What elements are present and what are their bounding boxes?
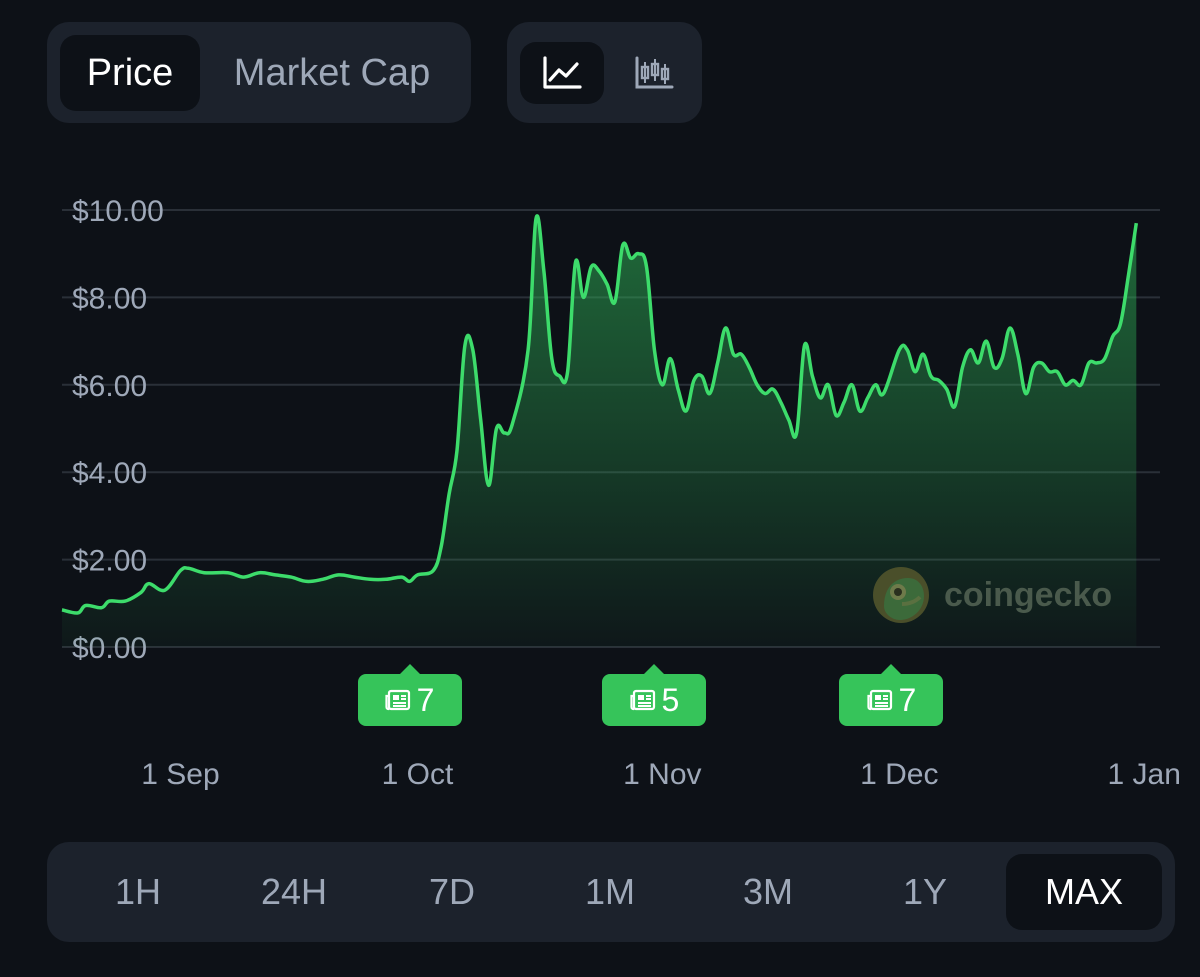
x-tick-label: 1 Sep [141,758,219,791]
range-1m-button[interactable]: 1M [584,871,635,912]
range-1y-button[interactable]: 1Y [902,871,948,912]
coingecko-logo-icon [873,567,929,623]
range-7d-button[interactable]: 7D [428,871,476,912]
y-tick-label: $6.00 [72,370,147,403]
watermark-text: coingecko [944,575,1113,614]
x-tick-label: 1 Nov [623,758,701,791]
candlestick-chart-button[interactable] [612,42,696,104]
range-3m-button[interactable]: 3M [742,871,793,912]
market-cap-tab[interactable]: Market Cap [233,51,431,94]
price-chart[interactable]: $10.00 $8.00 $6.00 $4.00 $2.00 $0.00 1 Sep 1 O… [0,150,1200,830]
newspaper-icon [385,689,410,711]
news-count: 5 [661,681,680,718]
newspaper-icon [629,689,655,711]
news-count: 7 [898,681,917,718]
newspaper-icon [866,689,892,711]
price-tab[interactable]: Price [60,35,200,111]
news-badge[interactable]: 7 [839,664,944,726]
news-count: 7 [416,681,435,718]
range-max-button[interactable]: MAX [1006,854,1162,930]
x-tick-label: 1 Jan [1108,758,1181,791]
range-1h-button[interactable]: 1H [114,871,162,912]
y-tick-label: $8.00 [72,282,147,315]
chart-type-toggle [507,22,702,123]
time-range-selector: 1H 24H 7D 1M 3M 1Y MAX [47,842,1175,942]
news-badge[interactable]: 5 [602,664,707,726]
y-tick-label: $4.00 [72,457,147,490]
price-chart-svg[interactable]: $10.00$8.00$6.00$4.00$2.00$0.00 1 Sep 1 O… [0,150,1200,830]
line-chart-icon [543,56,582,89]
price-area [62,215,1137,647]
x-tick-label: 1 Oct [382,758,454,791]
y-tick-label: $10.00 [72,195,164,228]
line-chart-button[interactable] [520,42,604,104]
coingecko-watermark: coingecko [872,566,1112,624]
price-line [61,214,1139,615]
news-badge[interactable]: 7 [357,664,462,726]
candlestick-chart-icon [635,56,674,89]
range-24h-button[interactable]: 24H [260,871,328,912]
x-tick-label: 1 Dec [860,758,938,791]
metric-toggle: Price Market Cap [47,22,471,123]
y-tick-label: $2.00 [72,545,147,578]
